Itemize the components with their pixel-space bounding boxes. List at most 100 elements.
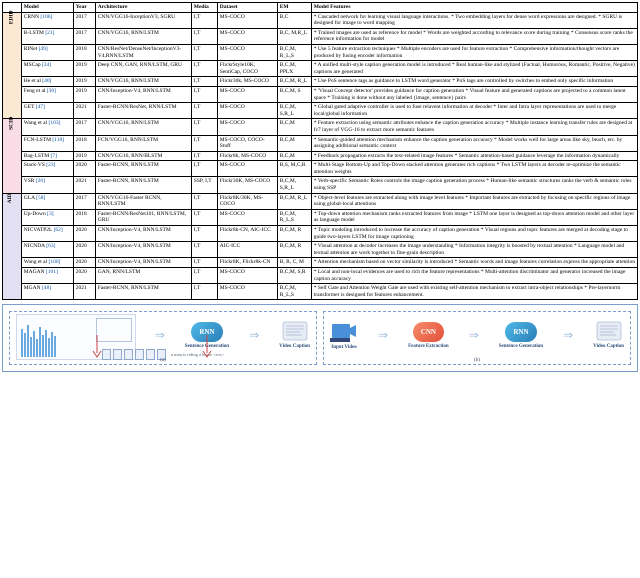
citation-link[interactable]: [23]	[46, 162, 55, 168]
cell-features: * Self Gate and Attention Weight Gate ar…	[311, 284, 637, 300]
arrow-icon: ⇒	[469, 328, 479, 343]
input-video-icon: Input Video	[330, 320, 358, 350]
table-row: EDIDCRNN [106]2017CNN/VGG16-InceptionV3,…	[3, 12, 638, 28]
cell-arch: CNN/Inception-V4, RNN/LSTM	[95, 258, 191, 268]
cell-em: B,C,M, R	[277, 226, 311, 242]
citation-link[interactable]: [20]	[36, 178, 45, 184]
col-media: Media	[191, 3, 217, 13]
cell-model: FCN-LSTM [118]	[21, 135, 73, 151]
caption-label: Video Caption	[279, 344, 310, 349]
cell-arch: CNN/ResNet/DenseNet/InceptionV3-V4,RNN/L…	[95, 44, 191, 60]
citation-link[interactable]: [21]	[45, 30, 54, 36]
cell-features: * 'Visual Concept detector' provides gui…	[311, 86, 637, 102]
cell-model: Stack-VS [23]	[21, 161, 73, 177]
citation-link[interactable]: [100]	[49, 259, 61, 265]
citation-link[interactable]: [101]	[46, 269, 58, 275]
cell-features: * Use 5 feature extraction techniques * …	[311, 44, 637, 60]
models-table: Model Year Architecture Media Dataset EM…	[2, 2, 638, 300]
group-label-cell: AID	[3, 193, 22, 300]
cell-features: * Top-down attention mechanism ranks ext…	[311, 209, 637, 225]
cell-year: 2017	[73, 12, 95, 28]
group-label: SCID	[8, 117, 15, 130]
cell-arch: CNN/Inception-V4, RNN/LSTM	[95, 242, 191, 258]
citation-link[interactable]: [40]	[42, 78, 51, 84]
cell-media: I,T	[191, 258, 217, 268]
citation-link[interactable]: [58]	[36, 195, 45, 201]
citation-link[interactable]: [7]	[51, 153, 57, 159]
col-model: Model	[21, 3, 73, 13]
table-row: He et al [40]2019CNN/VGG16, RNN/LSTMI,TF…	[3, 77, 638, 87]
cell-em: B,C,M, S,R_L	[277, 103, 311, 119]
cell-em: B,C,M, R_L,S	[277, 44, 311, 60]
cell-model: Wang et al [100]	[21, 258, 73, 268]
cell-year: 2018	[73, 44, 95, 60]
citation-link[interactable]: [34]	[42, 62, 51, 68]
cell-arch: Faster-RCNN, RNN/LSTM	[95, 177, 191, 193]
cell-arch: CNN/VGG16, RNN/BLSTM	[95, 151, 191, 161]
cell-year: 2021	[73, 284, 95, 300]
group-label: AID	[7, 193, 14, 203]
cell-em: B,C,M	[277, 119, 311, 135]
cell-dataset: MS-COCO	[217, 209, 277, 225]
cell-media: I,T	[191, 119, 217, 135]
replace-arrow-icon	[200, 333, 214, 363]
cell-arch: Faster-RCNN/ResNet101, RNN/LSTM, GRU	[95, 209, 191, 225]
citation-link[interactable]: [106]	[40, 14, 52, 20]
cell-arch: Faster-RCNN, RNN/LSTM	[95, 161, 191, 177]
cell-em: B,C	[277, 12, 311, 28]
cell-dataset: MS-COCO	[217, 103, 277, 119]
cell-features: * Cascaded network for learning visual l…	[311, 12, 637, 28]
cell-year: 2018	[73, 135, 95, 151]
cell-model: MAGAN [101]	[21, 268, 73, 284]
cell-dataset: MS-COCO	[217, 12, 277, 28]
citation-link[interactable]: [63]	[46, 243, 55, 249]
citation-link[interactable]: [49]	[39, 46, 48, 52]
cell-em: B,C,M, S,R	[277, 268, 311, 284]
table-row: Feng et al [30]2019CNN/Inception-V4, RNN…	[3, 86, 638, 102]
cell-arch: CNN/VGG16, RNN/LSTM	[95, 28, 191, 44]
cell-model: MSCap [34]	[21, 61, 73, 77]
citation-link[interactable]: [118]	[52, 137, 64, 143]
cell-year: 2019	[73, 61, 95, 77]
diagram-panel-b: Input Video ⇒ CNN Feature Extraction ⇒ R…	[323, 311, 631, 365]
table-row: GET [47]2021Faster-RCNN/ResNet, RNN/LSTM…	[3, 103, 638, 119]
cell-em: B,C,M, R_L	[277, 193, 311, 209]
cell-year: 2018	[73, 209, 95, 225]
cell-model: MGAN [48]	[21, 284, 73, 300]
arrow-icon: ⇒	[378, 328, 388, 343]
cell-year: 2017	[73, 119, 95, 135]
cell-dataset: MS-COCO	[217, 268, 277, 284]
cell-year: 2019	[73, 77, 95, 87]
cell-dataset: AIC-ICC	[217, 242, 277, 258]
rnn-block: RNN	[505, 322, 536, 342]
cell-model: Bag-LSTM [7]	[21, 151, 73, 161]
citation-link[interactable]: [47]	[36, 104, 45, 110]
citation-link[interactable]: [48]	[42, 285, 51, 291]
cell-model: GLA [58]	[21, 193, 73, 209]
cell-media: I,T	[191, 284, 217, 300]
cell-dataset: Flickr8k-CN, AIC-ICC	[217, 226, 277, 242]
cell-em: B, R, C, M	[277, 258, 311, 268]
cell-media: I,T	[191, 103, 217, 119]
cell-features: * Semantic-guided attention mechanism en…	[311, 135, 637, 151]
cell-media: I,T	[191, 135, 217, 151]
cell-features: * Visual attention at decoder increases …	[311, 242, 637, 258]
citation-link[interactable]: [103]	[49, 120, 61, 126]
cell-dataset: MS-COCO	[217, 28, 277, 44]
cell-features: * Object-level features are extracted al…	[311, 193, 637, 209]
cell-model: CRNN [106]	[21, 12, 73, 28]
citation-link[interactable]: [3]	[47, 211, 53, 217]
citation-link[interactable]: [62]	[54, 227, 63, 233]
cell-media: I,T	[191, 193, 217, 209]
table-row: MGAN [48]2021Faster-RCNN, RNN/LSTMI,TMS-…	[3, 284, 638, 300]
cell-features: * Topic modeling introduced to increase …	[311, 226, 637, 242]
citation-link[interactable]: [30]	[47, 88, 56, 94]
cell-em: B,C,M, R	[277, 242, 311, 258]
col-year: Year	[73, 3, 95, 13]
cell-arch: CNN/Inception-V4, RNN/LSTM	[95, 86, 191, 102]
cell-media: I,T	[191, 44, 217, 60]
cell-media: I,T	[191, 61, 217, 77]
arrow-icon: ⇒	[563, 328, 573, 343]
cell-dataset: MS-COCO	[217, 86, 277, 102]
table-row: Stack-VS [23]2020Faster-RCNN, RNN/LSTMI,…	[3, 161, 638, 177]
